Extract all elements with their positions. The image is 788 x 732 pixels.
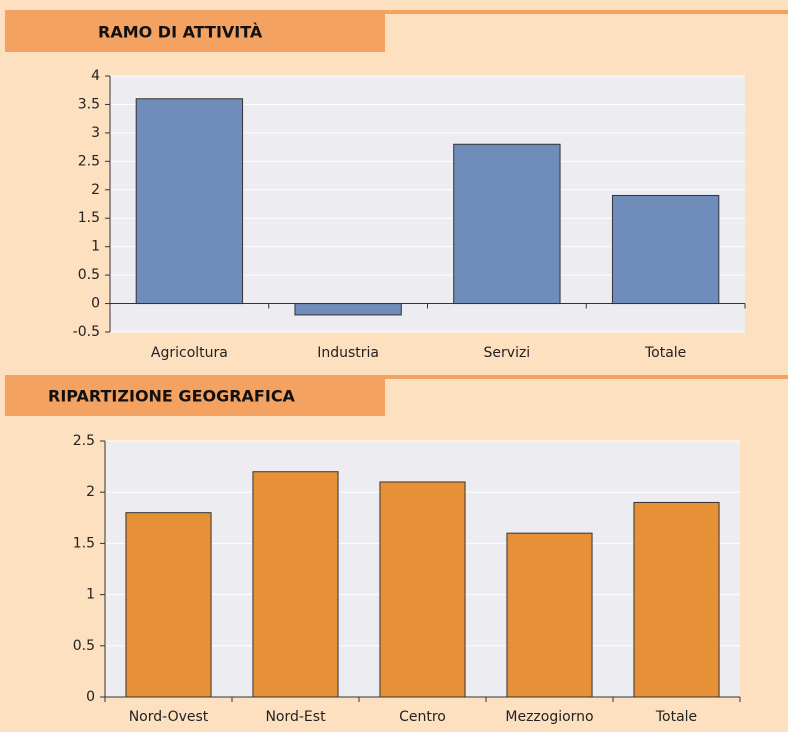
bar [294,303,402,316]
y-tick-label: 1.5 [73,535,95,551]
y-tick-label: 2.5 [73,433,95,449]
y-tick-label: 1.5 [78,210,100,226]
bar [135,98,244,305]
y-tick-label: 2.5 [78,153,100,169]
x-tick-label: Nord-Ovest [129,709,209,725]
x-tick-label: Agricoltura [151,345,228,361]
bar [125,512,212,698]
band-line [5,375,788,379]
header-tab [5,14,385,52]
bar [379,481,466,698]
y-tick-label: 1 [86,587,95,603]
y-tick-label: 4 [91,68,100,84]
x-tick-label: Industria [317,345,379,361]
band-line [5,10,788,14]
x-tick-label: Centro [399,709,446,725]
y-tick-label: 2 [91,182,100,198]
bar [453,143,561,305]
panel-title: RAMO DI ATTIVITÀ [98,23,263,42]
panel-title: RIPARTIZIONE GEOGRAFICA [48,387,296,406]
y-tick-label: 2 [86,484,95,500]
x-tick-label: Totale [644,345,686,361]
bar [633,501,720,698]
x-tick-label: Totale [655,709,697,725]
x-tick-label: Mezzogiorno [505,709,593,725]
y-tick-label: 0.5 [73,638,95,654]
bar [506,532,593,698]
y-tick-label: 1 [91,239,100,255]
bar [252,471,339,698]
x-tick-label: Servizi [484,345,531,361]
y-tick-label: 0.5 [78,267,100,283]
y-tick-label: -0.5 [73,324,100,340]
y-tick-label: 3.5 [78,96,100,112]
y-tick-label: 0 [86,689,95,705]
y-tick-label: 0 [91,296,100,312]
header-tab [5,379,385,416]
y-tick-label: 3 [91,125,100,141]
bar [611,194,720,305]
x-tick-label: Nord-Est [265,709,326,725]
